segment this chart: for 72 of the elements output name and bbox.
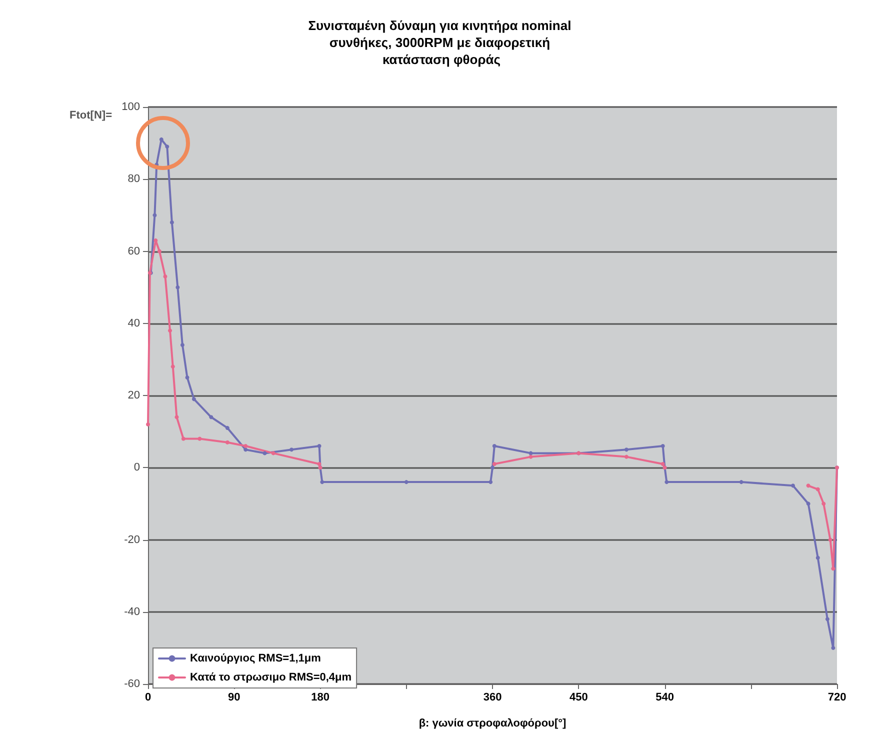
point [185, 375, 190, 380]
point [181, 436, 186, 441]
point [154, 238, 158, 242]
point [152, 213, 157, 218]
x-tick-label: 90 [228, 692, 240, 704]
y-tick-label: -60 [124, 678, 140, 690]
x-tick-label: 720 [828, 692, 846, 704]
point [163, 274, 168, 278]
x-tick-label: 450 [569, 692, 588, 704]
point [488, 480, 493, 484]
y-tick-label: 80 [128, 173, 140, 186]
point [528, 451, 533, 456]
y-tick-label: -40 [124, 606, 140, 618]
point [168, 328, 172, 333]
point [320, 480, 324, 484]
x-tick-label: 180 [311, 692, 330, 704]
point [317, 444, 322, 448]
point [492, 462, 496, 466]
point [492, 444, 496, 448]
point [528, 454, 533, 459]
point [831, 566, 836, 571]
point [831, 646, 836, 650]
x-axis-title: β: γωνία στροφαλοφόρου[°] [418, 718, 567, 730]
point [192, 397, 196, 402]
point [825, 617, 830, 622]
point [624, 448, 628, 452]
x-tick-label: 360 [483, 692, 502, 704]
point [157, 249, 162, 254]
point [159, 137, 164, 142]
point [624, 454, 628, 459]
point [739, 480, 744, 484]
point [244, 448, 248, 452]
point [176, 285, 180, 290]
y-tick-label: 20 [128, 390, 140, 402]
x-tick-label: 540 [656, 692, 674, 704]
point [244, 444, 248, 448]
point [664, 480, 669, 484]
point [806, 502, 810, 506]
chart-title: Συνισταμένη δύναμη για κινητήρα nominal συνθήκες, 3000RPM με διαφορετική κατάσταση φθοράς [308, 18, 575, 67]
point [170, 220, 174, 224]
point [225, 426, 230, 430]
point [209, 415, 214, 420]
y-axis-title: Ftot[N]= [70, 110, 112, 122]
y-tick-label: 60 [128, 245, 140, 258]
point [290, 448, 294, 452]
y-tick-label: 0 [134, 462, 140, 474]
point [317, 462, 322, 466]
y-tick-label: -20 [124, 534, 140, 546]
point [271, 451, 276, 456]
point [170, 364, 175, 369]
point [404, 480, 408, 484]
point [146, 422, 150, 426]
point [816, 487, 820, 492]
legend-label: Κατά το στρωσιμο RMS=0,4μm [190, 672, 352, 684]
point [816, 556, 820, 560]
point [790, 484, 795, 488]
point [225, 440, 230, 444]
point [180, 343, 184, 348]
point [828, 538, 832, 542]
point [174, 415, 179, 420]
x-tick-label: 0 [144, 692, 152, 704]
y-tick-label: 100 [122, 101, 140, 113]
point [660, 462, 665, 466]
point [822, 502, 826, 506]
point [660, 444, 665, 448]
legend-label: Καινούργιος RMS=1,1μm [190, 652, 322, 664]
point [198, 436, 202, 441]
point [165, 144, 170, 149]
point [262, 451, 267, 456]
point [806, 484, 810, 488]
y-tick-label: 40 [128, 317, 140, 330]
point [490, 466, 494, 470]
